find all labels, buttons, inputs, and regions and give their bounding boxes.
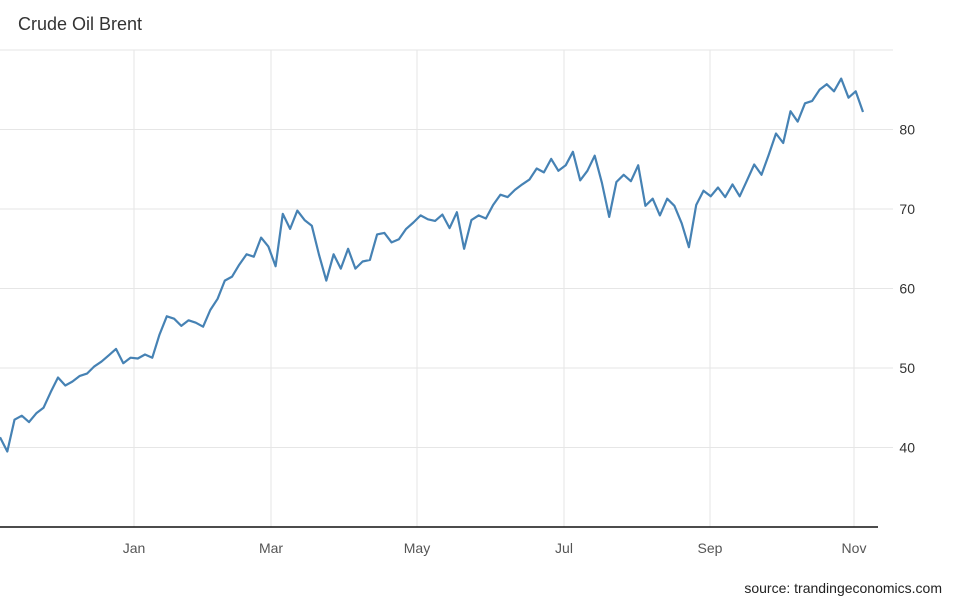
y-tick-label: 70 [899,201,915,217]
x-tick-label: Jan [123,540,146,556]
x-axis-ticks: Jan Mar May Jul Sep Nov [123,540,867,556]
x-tick-label: Nov [842,540,867,556]
y-tick-label: 80 [899,122,915,138]
chart-title: Crude Oil Brent [18,14,143,34]
x-tick-label: Mar [259,540,283,556]
y-tick-label: 40 [899,440,915,456]
x-tick-label: Jul [555,540,573,556]
y-tick-label: 60 [899,281,915,297]
horizontal-gridlines [0,49,893,448]
y-axis-ticks: 40 50 60 70 80 [899,122,915,456]
x-tick-label: Sep [698,540,723,556]
source-note: source: trandingeconomics.com [744,580,942,596]
y-tick-label: 50 [899,360,915,376]
series-line [0,77,865,453]
x-tick-label: May [404,540,430,556]
